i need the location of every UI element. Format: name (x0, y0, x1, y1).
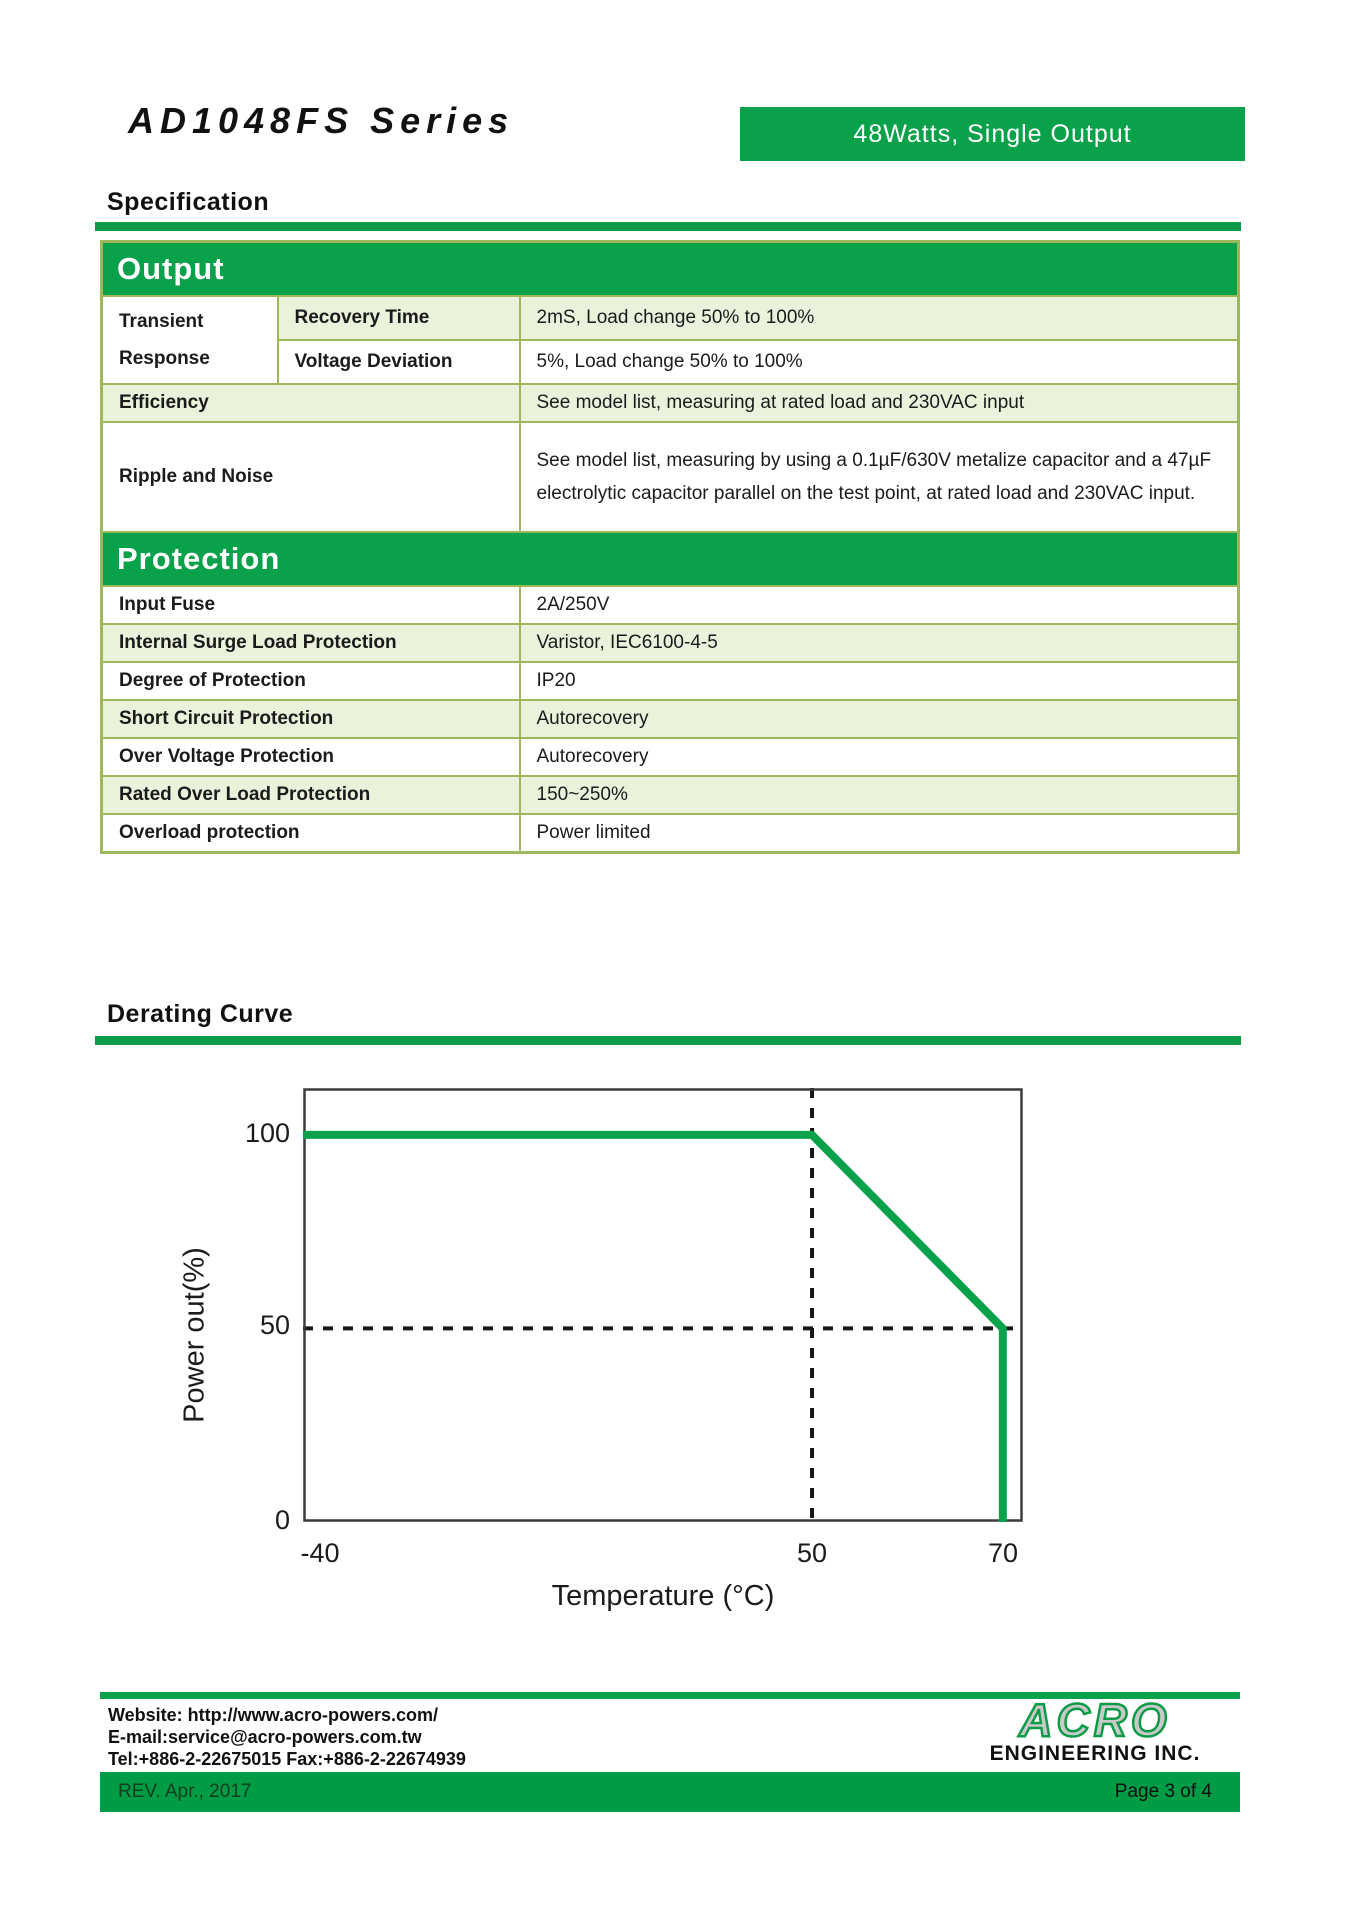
revision-bar: REV. Apr., 2017 Page 3 of 4 (100, 1772, 1240, 1812)
transient-response-cell: Transient Response (100, 295, 279, 385)
revision-label: REV. Apr., 2017 (118, 1781, 252, 1802)
specification-underline (95, 222, 1241, 231)
row-value: 150~250% (518, 775, 1240, 815)
y-tick-50: 50 (259, 1310, 290, 1340)
row-value: See model list, measuring by using a 0.1… (518, 421, 1240, 533)
row-value: 2mS, Load change 50% to 100% (518, 295, 1240, 341)
logo-acro-text: ACRO (1018, 1694, 1171, 1746)
product-badge: 48Watts, Single Output (740, 107, 1245, 161)
row-value: 2A/250V (518, 585, 1240, 625)
spec-table: Output Transient Response Recovery Time … (100, 240, 1240, 854)
contact-website: Website: http://www.acro-powers.com/ (108, 1705, 439, 1725)
row-value: See model list, measuring at rated load … (518, 383, 1240, 423)
table-row: Voltage Deviation 5%, Load change 50% to… (102, 339, 1240, 385)
output-band-label: Output (101, 240, 1239, 297)
page-title: AD1048FS Series (128, 100, 515, 141)
footer-divider (100, 1692, 1240, 1699)
derating-heading: Derating Curve (107, 1000, 294, 1028)
page-number: Page 3 of 4 (1114, 1781, 1212, 1802)
row-label: Degree of Protection (100, 661, 521, 701)
table-row: Transient Response Recovery Time 2mS, Lo… (100, 295, 1240, 385)
row-label: Internal Surge Load Protection (100, 623, 521, 663)
y-tick-100: 100 (244, 1118, 290, 1148)
table-row: Short Circuit Protection Autorecovery (100, 699, 1240, 739)
derating-chart: Power out(%) 100 50 0 -40 50 70 Temperat… (100, 1060, 1240, 1640)
row-value: IP20 (518, 661, 1240, 701)
company-logo: ACRO ENGINEERING INC. (945, 1694, 1245, 1766)
table-row: Rated Over Load Protection 150~250% (100, 775, 1240, 815)
y-tick-0: 0 (274, 1505, 290, 1535)
response-label: Response (119, 348, 210, 369)
row-value: 5%, Load change 50% to 100% (518, 339, 1240, 385)
table-row: Degree of Protection IP20 (100, 661, 1240, 701)
x-axis-label: Temperature (°C) (551, 1580, 775, 1612)
plot-area (303, 1088, 1023, 1522)
protection-band-label: Protection (101, 531, 1239, 587)
table-row: Ripple and Noise See model list, measuri… (100, 421, 1240, 533)
table-band-output: Output (101, 240, 1239, 297)
row-value: Power limited (518, 813, 1240, 854)
row-label: Overload protection (100, 813, 521, 854)
transient-label: Transient (119, 311, 204, 332)
x-tick-50: 50 (796, 1538, 828, 1568)
row-label: Rated Over Load Protection (100, 775, 521, 815)
row-label: Ripple and Noise (100, 421, 521, 533)
row-label: Voltage Deviation (276, 339, 521, 385)
y-axis-label: Power out(%) (178, 1247, 211, 1423)
derating-underline (95, 1036, 1241, 1045)
row-value: Autorecovery (518, 699, 1240, 739)
badge-label: 48Watts, Single Output (853, 119, 1132, 148)
row-value: Autorecovery (518, 737, 1240, 777)
row-label: Efficiency (100, 383, 521, 423)
table-band-protection: Protection (101, 531, 1239, 587)
table-row: Input Fuse 2A/250V (100, 585, 1240, 625)
row-label: Input Fuse (100, 585, 521, 625)
row-label: Recovery Time (276, 295, 521, 341)
logo-subtitle: ENGINEERING INC. (989, 1742, 1201, 1765)
table-row: Over Voltage Protection Autorecovery (100, 737, 1240, 777)
contact-email: E-mail:service@acro-powers.com.tw (108, 1727, 422, 1747)
x-tick-70: 70 (987, 1538, 1019, 1568)
table-row: Overload protection Power limited (100, 813, 1240, 854)
row-label: Over Voltage Protection (100, 737, 521, 777)
contact-block: Website: http://www.acro-powers.com/ E-m… (108, 1704, 466, 1770)
table-row: Internal Surge Load Protection Varistor,… (100, 623, 1240, 663)
x-tick-neg40: -40 (300, 1538, 340, 1568)
table-row: Efficiency See model list, measuring at … (100, 383, 1240, 423)
row-label: Short Circuit Protection (100, 699, 521, 739)
contact-tel: Tel:+886-2-22675015 Fax:+886-2-22674939 (108, 1749, 466, 1769)
specification-heading: Specification (107, 188, 270, 216)
row-value: Varistor, IEC6100-4-5 (518, 623, 1240, 663)
